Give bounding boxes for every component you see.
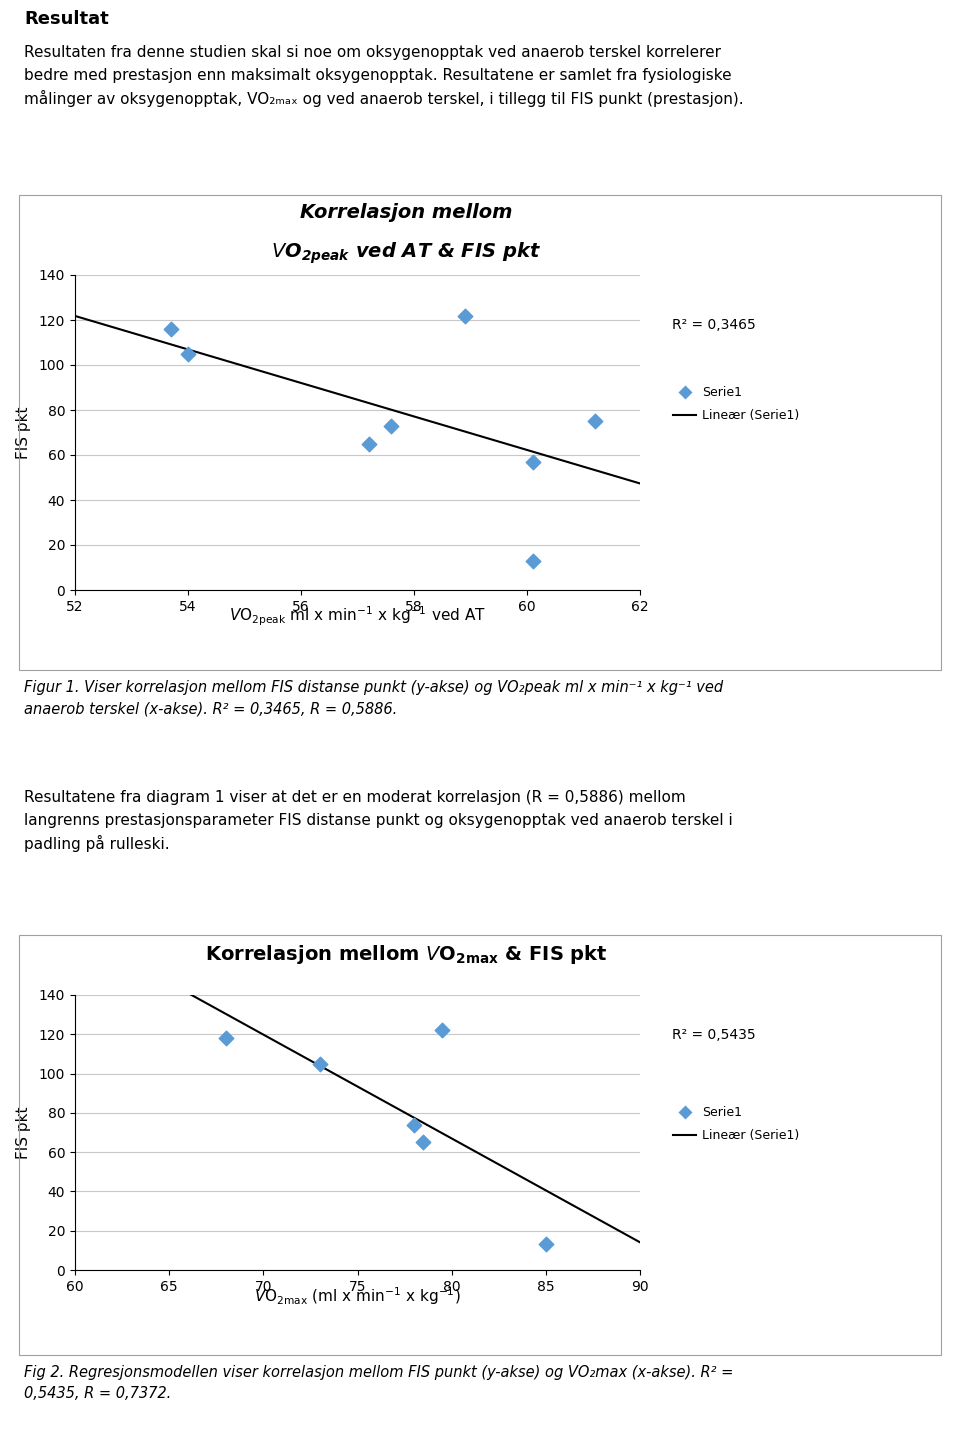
Point xyxy=(539,1233,554,1256)
Point xyxy=(361,432,376,455)
Point xyxy=(588,410,603,433)
Text: Figur 1. Viser korrelasjon mellom FIS distanse punkt (y-akse) og VO₂peak ml x mi: Figur 1. Viser korrelasjon mellom FIS di… xyxy=(24,680,723,716)
Text: R² = 0,5435: R² = 0,5435 xyxy=(672,1028,756,1043)
Text: Korrelasjon mellom $\mathit{V}$O$_{\mathregular{2max}}$ & FIS pkt: Korrelasjon mellom $\mathit{V}$O$_{\math… xyxy=(204,942,608,965)
Legend: Serie1, Lineær (Serie1): Serie1, Lineær (Serie1) xyxy=(674,1106,800,1143)
Point xyxy=(457,304,472,327)
Point xyxy=(406,1113,421,1136)
Text: R² = 0,3465: R² = 0,3465 xyxy=(672,318,756,333)
Text: Resultaten fra denne studien skal si noe om oksygenopptak ved anaerob terskel ko: Resultaten fra denne studien skal si noe… xyxy=(24,44,744,108)
Text: $\mathit{V}$O$_{\mathregular{2peak}}$ ved AT & FIS pkt: $\mathit{V}$O$_{\mathregular{2peak}}$ ve… xyxy=(271,241,541,267)
Text: $\mathit{V}$O$_{\mathregular{2max}}$ (ml x min$^{-1}$ x kg$^{-1}$): $\mathit{V}$O$_{\mathregular{2max}}$ (ml… xyxy=(254,1285,461,1306)
Text: Fig 2. Regresjonsmodellen viser korrelasjon mellom FIS punkt (y-akse) og VO₂max : Fig 2. Regresjonsmodellen viser korrelas… xyxy=(24,1365,733,1401)
Text: Korrelasjon mellom: Korrelasjon mellom xyxy=(300,204,513,222)
Point xyxy=(218,1027,233,1050)
Point xyxy=(384,414,399,437)
Point xyxy=(525,549,540,572)
Y-axis label: FIS pkt: FIS pkt xyxy=(15,1106,31,1159)
Text: Resultatene fra diagram 1 viser at det er en moderat korrelasjon (R = 0,5886) me: Resultatene fra diagram 1 viser at det e… xyxy=(24,790,732,852)
Text: $\mathit{V}$O$_{\mathregular{2peak}}$ ml x min$^{-1}$ x kg$^{-1}$ ved AT: $\mathit{V}$O$_{\mathregular{2peak}}$ ml… xyxy=(229,605,486,628)
Text: Resultat: Resultat xyxy=(24,10,108,29)
Point xyxy=(416,1131,431,1154)
Point xyxy=(163,317,179,340)
Legend: Serie1, Lineær (Serie1): Serie1, Lineær (Serie1) xyxy=(674,386,800,422)
Point xyxy=(525,450,540,473)
Point xyxy=(312,1053,327,1076)
Point xyxy=(435,1020,450,1043)
Y-axis label: FIS pkt: FIS pkt xyxy=(15,406,31,459)
Point xyxy=(180,343,196,366)
